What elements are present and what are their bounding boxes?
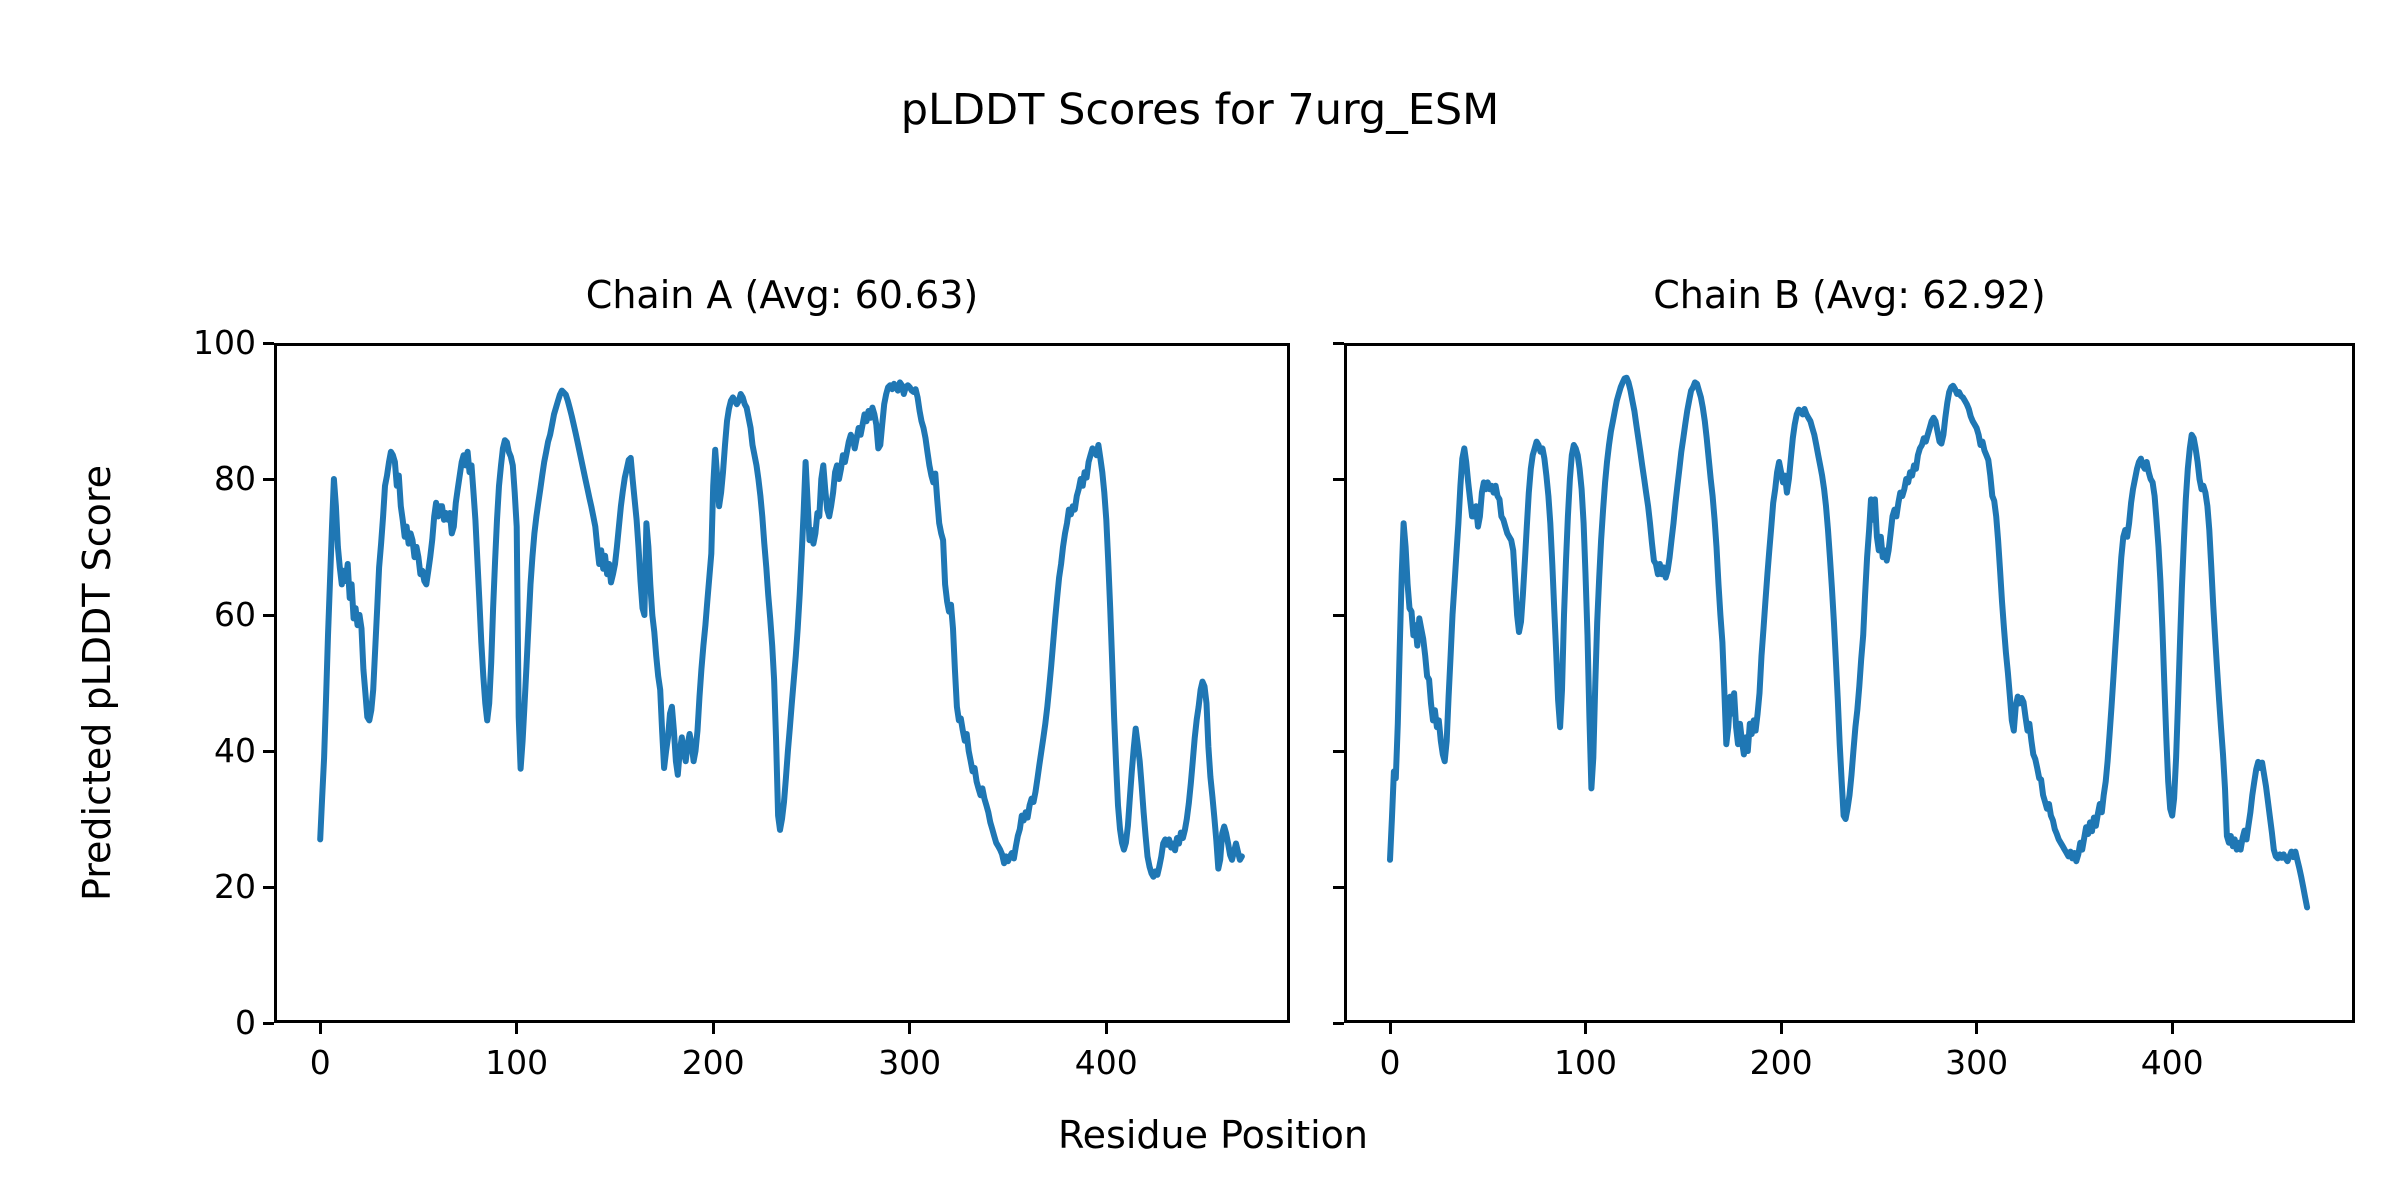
x-tick-mark bbox=[711, 1023, 715, 1034]
x-axis-label: Residue Position bbox=[1057, 1113, 1369, 1157]
x-tick-mark bbox=[1584, 1023, 1587, 1034]
x-tick-label: 100 bbox=[485, 1043, 549, 1082]
x-tick-label: 0 bbox=[1379, 1043, 1401, 1082]
y-tick-mark bbox=[1333, 1021, 1344, 1025]
x-tick-label: 300 bbox=[1945, 1043, 2009, 1082]
x-tick-mark bbox=[2170, 1023, 2174, 1034]
y-tick-mark bbox=[1333, 341, 1344, 345]
x-tick-label: 200 bbox=[1749, 1043, 1813, 1082]
x-tick-mark bbox=[1779, 1023, 1783, 1034]
y-tick-mark bbox=[1333, 749, 1344, 753]
y-tick-mark bbox=[263, 749, 274, 753]
figure-title: pLDDT Scores for 7urg_ESM bbox=[900, 85, 1500, 135]
x-tick-mark bbox=[1104, 1023, 1108, 1034]
x-tick-mark bbox=[908, 1023, 912, 1034]
y-tick-mark bbox=[263, 885, 274, 889]
y-tick-label: 60 bbox=[214, 595, 256, 634]
chain-a-plddt-line bbox=[317, 379, 1245, 880]
x-tick-label: 200 bbox=[681, 1043, 745, 1082]
y-tick-mark bbox=[263, 477, 274, 481]
y-tick-label: 0 bbox=[235, 1003, 256, 1042]
subplot-chain-b-title: Chain B (Avg: 62.92) bbox=[1653, 273, 2046, 317]
x-tick-mark bbox=[318, 1023, 322, 1034]
chain-b-line-plot bbox=[1387, 374, 2311, 911]
x-tick-label: 0 bbox=[309, 1043, 331, 1082]
x-tick-label: 400 bbox=[2140, 1043, 2204, 1082]
x-tick-label: 300 bbox=[878, 1043, 942, 1082]
subplot-chain-b: Chain B (Avg: 62.92) 0 100 200 300 400 bbox=[1333, 273, 2355, 1082]
y-tick-mark bbox=[1333, 885, 1344, 889]
subplot-chain-a-title: Chain A (Avg: 60.63) bbox=[585, 273, 979, 317]
chain-b-plddt-line bbox=[1387, 374, 2311, 911]
y-tick-mark bbox=[263, 613, 274, 617]
subplot-chain-a: Chain A (Avg: 60.63) 0 100 200 300 400 0 20 40 6… bbox=[193, 273, 1290, 1082]
chain-a-line-plot bbox=[317, 379, 1245, 880]
y-tick-label: 40 bbox=[214, 731, 256, 770]
y-tick-mark bbox=[1333, 477, 1344, 481]
y-tick-mark bbox=[1333, 613, 1344, 617]
y-tick-label: 20 bbox=[214, 867, 256, 906]
y-tick-label: 80 bbox=[214, 459, 256, 498]
y-tick-mark bbox=[263, 1021, 274, 1025]
y-axis-label: Predicted pLDDT Score bbox=[75, 465, 119, 901]
x-tick-label: 100 bbox=[1554, 1043, 1617, 1082]
x-tick-mark bbox=[515, 1023, 519, 1034]
x-tick-mark bbox=[1388, 1023, 1392, 1034]
y-tick-label: 100 bbox=[193, 323, 256, 362]
x-tick-mark bbox=[1975, 1023, 1979, 1034]
x-tick-label: 400 bbox=[1074, 1043, 1138, 1082]
y-tick-mark bbox=[263, 341, 274, 345]
